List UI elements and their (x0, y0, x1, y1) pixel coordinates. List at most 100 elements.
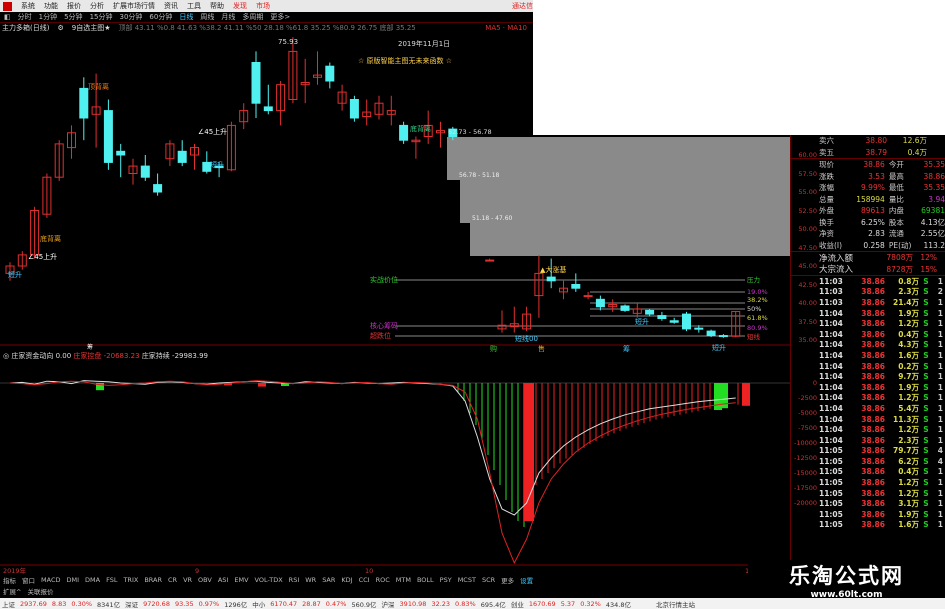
menu-item[interactable]: 功能 (44, 2, 58, 10)
tick-row: 11:04 38.86 0.4万 S 1 (791, 329, 945, 340)
price-axis-label: 57.50 (798, 169, 817, 178)
indicator-tab[interactable]: EMV (234, 576, 249, 584)
period-tab[interactable]: 分时 (17, 13, 32, 21)
indicator-tab[interactable]: WR (305, 576, 317, 584)
menu-item[interactable]: 扩展市场行情 (113, 2, 155, 10)
menu-item[interactable]: 分析 (90, 2, 104, 10)
indicator-bar (541, 383, 543, 479)
index-name[interactable]: 沪深 (381, 600, 395, 609)
menu-item[interactable]: 帮助 (210, 2, 224, 10)
indicator-tab[interactable]: MTM (395, 576, 411, 584)
gear-icon[interactable]: ⚙ (57, 24, 64, 32)
indicator-tab[interactable]: BOLL (416, 576, 434, 584)
index-name[interactable]: 创业 (510, 600, 524, 609)
tick-cell: 6.2万 (898, 456, 919, 466)
tick-cell: 1 (937, 403, 943, 413)
period-tab[interactable]: 更多> (270, 13, 291, 21)
indicator-tab[interactable]: DMI (66, 576, 80, 584)
stat-value: 35.35 (923, 183, 945, 193)
xaxis-label: 2019年 (3, 566, 27, 575)
indicator-tab[interactable]: MACD (41, 576, 61, 584)
menu-item-discover[interactable]: 发现 (233, 2, 247, 10)
candle-body (559, 287, 568, 293)
menu-item[interactable]: 系统 (21, 2, 35, 10)
status-server[interactable]: 北京行情主站 (655, 600, 695, 609)
indicator-tab[interactable]: DMA (85, 576, 101, 584)
menu-item[interactable]: 资讯 (164, 2, 178, 10)
period-tab[interactable]: 月线 (221, 13, 236, 21)
indicator-tab[interactable]: CR (168, 576, 178, 584)
period-tab[interactable]: 多周期 (242, 13, 264, 21)
index-value: 3910.98 (399, 599, 427, 608)
indicator-tab[interactable]: 设置 (520, 577, 534, 585)
indicator-tab[interactable]: 窗口 (22, 577, 35, 585)
index-name[interactable]: 上证 (2, 600, 15, 609)
indicator-tab[interactable]: VOL-TDX (254, 576, 283, 584)
tick-cell: 3.1万 (898, 499, 919, 509)
menu-item[interactable]: 报价 (67, 2, 81, 10)
indicator-tab[interactable]: PSY (439, 576, 452, 584)
period-tab[interactable]: 5分钟 (64, 13, 83, 21)
index-name[interactable]: 中小 (252, 600, 266, 609)
indicator-block (281, 383, 289, 386)
period-tab[interactable]: 日线 (179, 13, 194, 21)
tick-cell: 38.86 (861, 414, 885, 424)
tick-cell: 1.6万 (898, 350, 919, 360)
candle (5, 262, 15, 281)
indicator-name[interactable]: 主力多箱(日线) (2, 24, 50, 32)
indicator-tab[interactable]: ROC (375, 576, 390, 584)
level-pct: 19.0% (747, 288, 768, 296)
signal-label: 短升 (635, 317, 649, 326)
indicator-tab[interactable]: MCST (457, 576, 476, 584)
period-tab[interactable]: 15分钟 (89, 13, 113, 21)
indicator-tab[interactable]: VR (183, 576, 193, 584)
indicator-tab[interactable]: KDJ (341, 576, 353, 584)
menu-item[interactable]: 工具 (187, 2, 201, 10)
chip-box (470, 222, 790, 256)
indicator-tab[interactable]: FSL (106, 576, 118, 584)
period-tab[interactable]: 周线 (200, 13, 215, 21)
indicator-field: 庄家持续 (142, 351, 170, 360)
period-tab[interactable]: 1分钟 (38, 13, 58, 21)
kline-chart[interactable]: 56.78 - 51.18 51.18 - 47.60 实战价位 压力 19.0%38.… (0, 33, 790, 575)
period-tab[interactable]: 60分钟 (149, 13, 173, 21)
indicator-tab[interactable]: ASI (217, 576, 229, 584)
ma-values: 顶部 43.11 %0.8 41.63 %38.2 41.11 %50 28.1… (118, 24, 416, 32)
indicator-bar (685, 383, 687, 414)
tick-cell: S (923, 446, 929, 456)
indicator-tab[interactable]: CCI (358, 576, 370, 584)
indicator-bar (553, 383, 555, 469)
tick-cell: 4 (937, 446, 943, 456)
tick-cell: 38.86 (861, 425, 885, 435)
quote-panel: 60.00 57.50 55.00 52.50 50.00 47.50 45.00 42.50… (790, 135, 945, 565)
sub-tab[interactable]: 扩展^ (3, 588, 22, 596)
tick-cell: S (923, 361, 929, 371)
indicator-tab[interactable]: RSI (288, 576, 300, 584)
tick-row: 11:05 38.86 0.4万 S 1 (791, 467, 945, 478)
candle (251, 51, 261, 118)
indicator-tab[interactable]: BRAR (144, 576, 162, 584)
tick-cell: 1 (937, 435, 943, 445)
indicator-tab[interactable]: OBV (198, 576, 212, 584)
tick-cell: 1.2万 (898, 319, 919, 329)
tick-cell: 1 (937, 499, 943, 509)
tick-cell: 38.86 (861, 478, 885, 488)
menu-item-market[interactable]: 市场 (256, 2, 270, 10)
candle (706, 329, 716, 338)
indicator-bar (673, 383, 675, 416)
indicator-tab[interactable]: TRIX (123, 576, 139, 584)
indicator-tab[interactable]: 更多 (501, 577, 515, 585)
stat-label: 最高 (888, 171, 904, 181)
watermark-url: www.60lt.com (810, 590, 883, 600)
indicator-axis-label: -15000 (793, 469, 817, 477)
level-pct: 80.9% (747, 324, 768, 332)
sub-tab[interactable]: 关联报价 (27, 588, 54, 596)
index-name[interactable]: 深证 (125, 600, 139, 609)
indicator-bar (583, 383, 585, 448)
indicator-tab[interactable]: SCR (481, 576, 496, 584)
template-name[interactable]: 9自选主图★ (71, 24, 111, 32)
indicator-tab[interactable]: SAR (322, 576, 336, 584)
tick-cell: 11:04 (819, 319, 843, 329)
period-tab[interactable]: 30分钟 (119, 13, 143, 21)
indicator-tab[interactable]: 指标 (3, 577, 16, 585)
